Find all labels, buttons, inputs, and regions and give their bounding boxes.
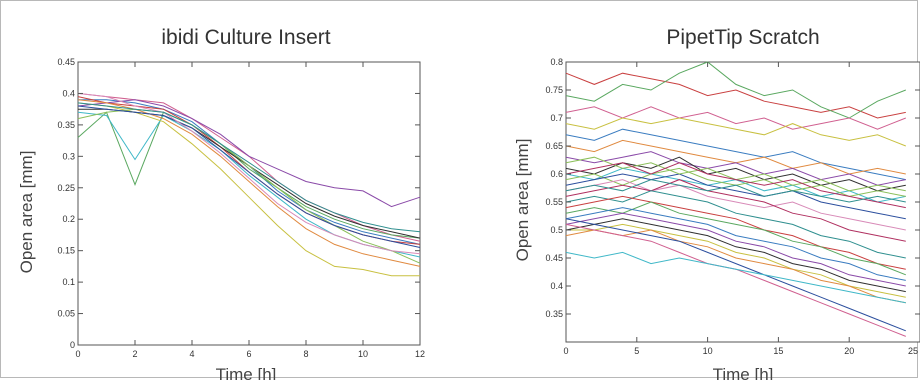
- x-axis-label: Time [h]: [216, 365, 277, 380]
- x-tick-label: 6: [246, 349, 251, 359]
- x-tick-label: 5: [634, 346, 639, 356]
- chart-ibidi-culture-insert: ibidi Culture Insert Open area [mm] Time…: [17, 26, 425, 380]
- x-tick-label: 15: [773, 346, 783, 356]
- y-tick-label: 0.3: [62, 151, 75, 161]
- series-line-4: [565, 117, 906, 147]
- series-line-14: [565, 190, 906, 259]
- series-line-5: [565, 128, 906, 181]
- x-tick-label: 2: [132, 349, 137, 359]
- series-line-1: [565, 72, 906, 119]
- series-line-4: [77, 99, 421, 208]
- y-tick-label: 0.55: [545, 197, 563, 207]
- x-tick-label: 8: [303, 349, 308, 359]
- series-line-12: [77, 92, 421, 255]
- series-line-13: [565, 179, 906, 242]
- series-line-24: [565, 251, 906, 304]
- y-axis-label: Open area [mm]: [17, 151, 36, 274]
- chart-pipettip-scratch: PipetTip Scratch Open area [mm] Time [h]…: [513, 26, 920, 380]
- y-tick-label: 0.6: [550, 169, 563, 179]
- x-tick-label: 12: [415, 349, 425, 359]
- y-tick-label: 0.4: [550, 281, 563, 291]
- series-line-26: [565, 162, 906, 209]
- y-tick-label: 0.75: [545, 85, 563, 95]
- series-line-22: [565, 218, 906, 332]
- series-line-12: [565, 179, 906, 231]
- y-axis-label: Open area [mm]: [513, 139, 532, 262]
- series-line-11: [565, 173, 906, 220]
- chart-title: PipetTip Scratch: [666, 26, 819, 49]
- series-line-7: [565, 151, 906, 186]
- x-tick-label: 25: [908, 346, 918, 356]
- y-tick-label: 0.25: [57, 183, 75, 193]
- series-line-17: [565, 207, 906, 281]
- x-tick-label: 0: [563, 346, 568, 356]
- y-tick-label: 0.4: [62, 88, 75, 98]
- x-tick-label: 10: [358, 349, 368, 359]
- series-line-5: [77, 111, 421, 239]
- y-tick-label: 0: [70, 340, 75, 350]
- y-tick-label: 0.5: [550, 225, 563, 235]
- series-line-27: [565, 179, 906, 203]
- series-line-13: [77, 102, 421, 233]
- y-tick-label: 0.15: [57, 246, 75, 256]
- y-tick-label: 0.35: [545, 309, 563, 319]
- x-axis-label: Time [h]: [713, 365, 774, 380]
- y-tick-label: 0.65: [545, 141, 563, 151]
- chart-title: ibidi Culture Insert: [161, 26, 330, 49]
- y-tick-label: 0.1: [62, 277, 75, 287]
- x-tick-label: 10: [703, 346, 713, 356]
- y-tick-label: 0.45: [545, 253, 563, 263]
- x-tick-label: 20: [844, 346, 854, 356]
- y-tick-label: 0.2: [62, 214, 75, 224]
- x-tick-label: 0: [75, 349, 80, 359]
- y-tick-label: 0.7: [550, 113, 563, 123]
- series-line-18: [565, 212, 906, 287]
- series-line-19: [565, 218, 906, 293]
- x-tick-label: 4: [189, 349, 194, 359]
- y-tick-label: 0.8: [550, 57, 563, 67]
- series-line-11: [77, 105, 421, 248]
- y-tick-label: 0.05: [57, 309, 75, 319]
- series-line-15: [565, 195, 906, 270]
- y-tick-label: 0.35: [57, 120, 75, 130]
- plot-area: [565, 61, 920, 343]
- y-tick-label: 0.45: [57, 57, 75, 67]
